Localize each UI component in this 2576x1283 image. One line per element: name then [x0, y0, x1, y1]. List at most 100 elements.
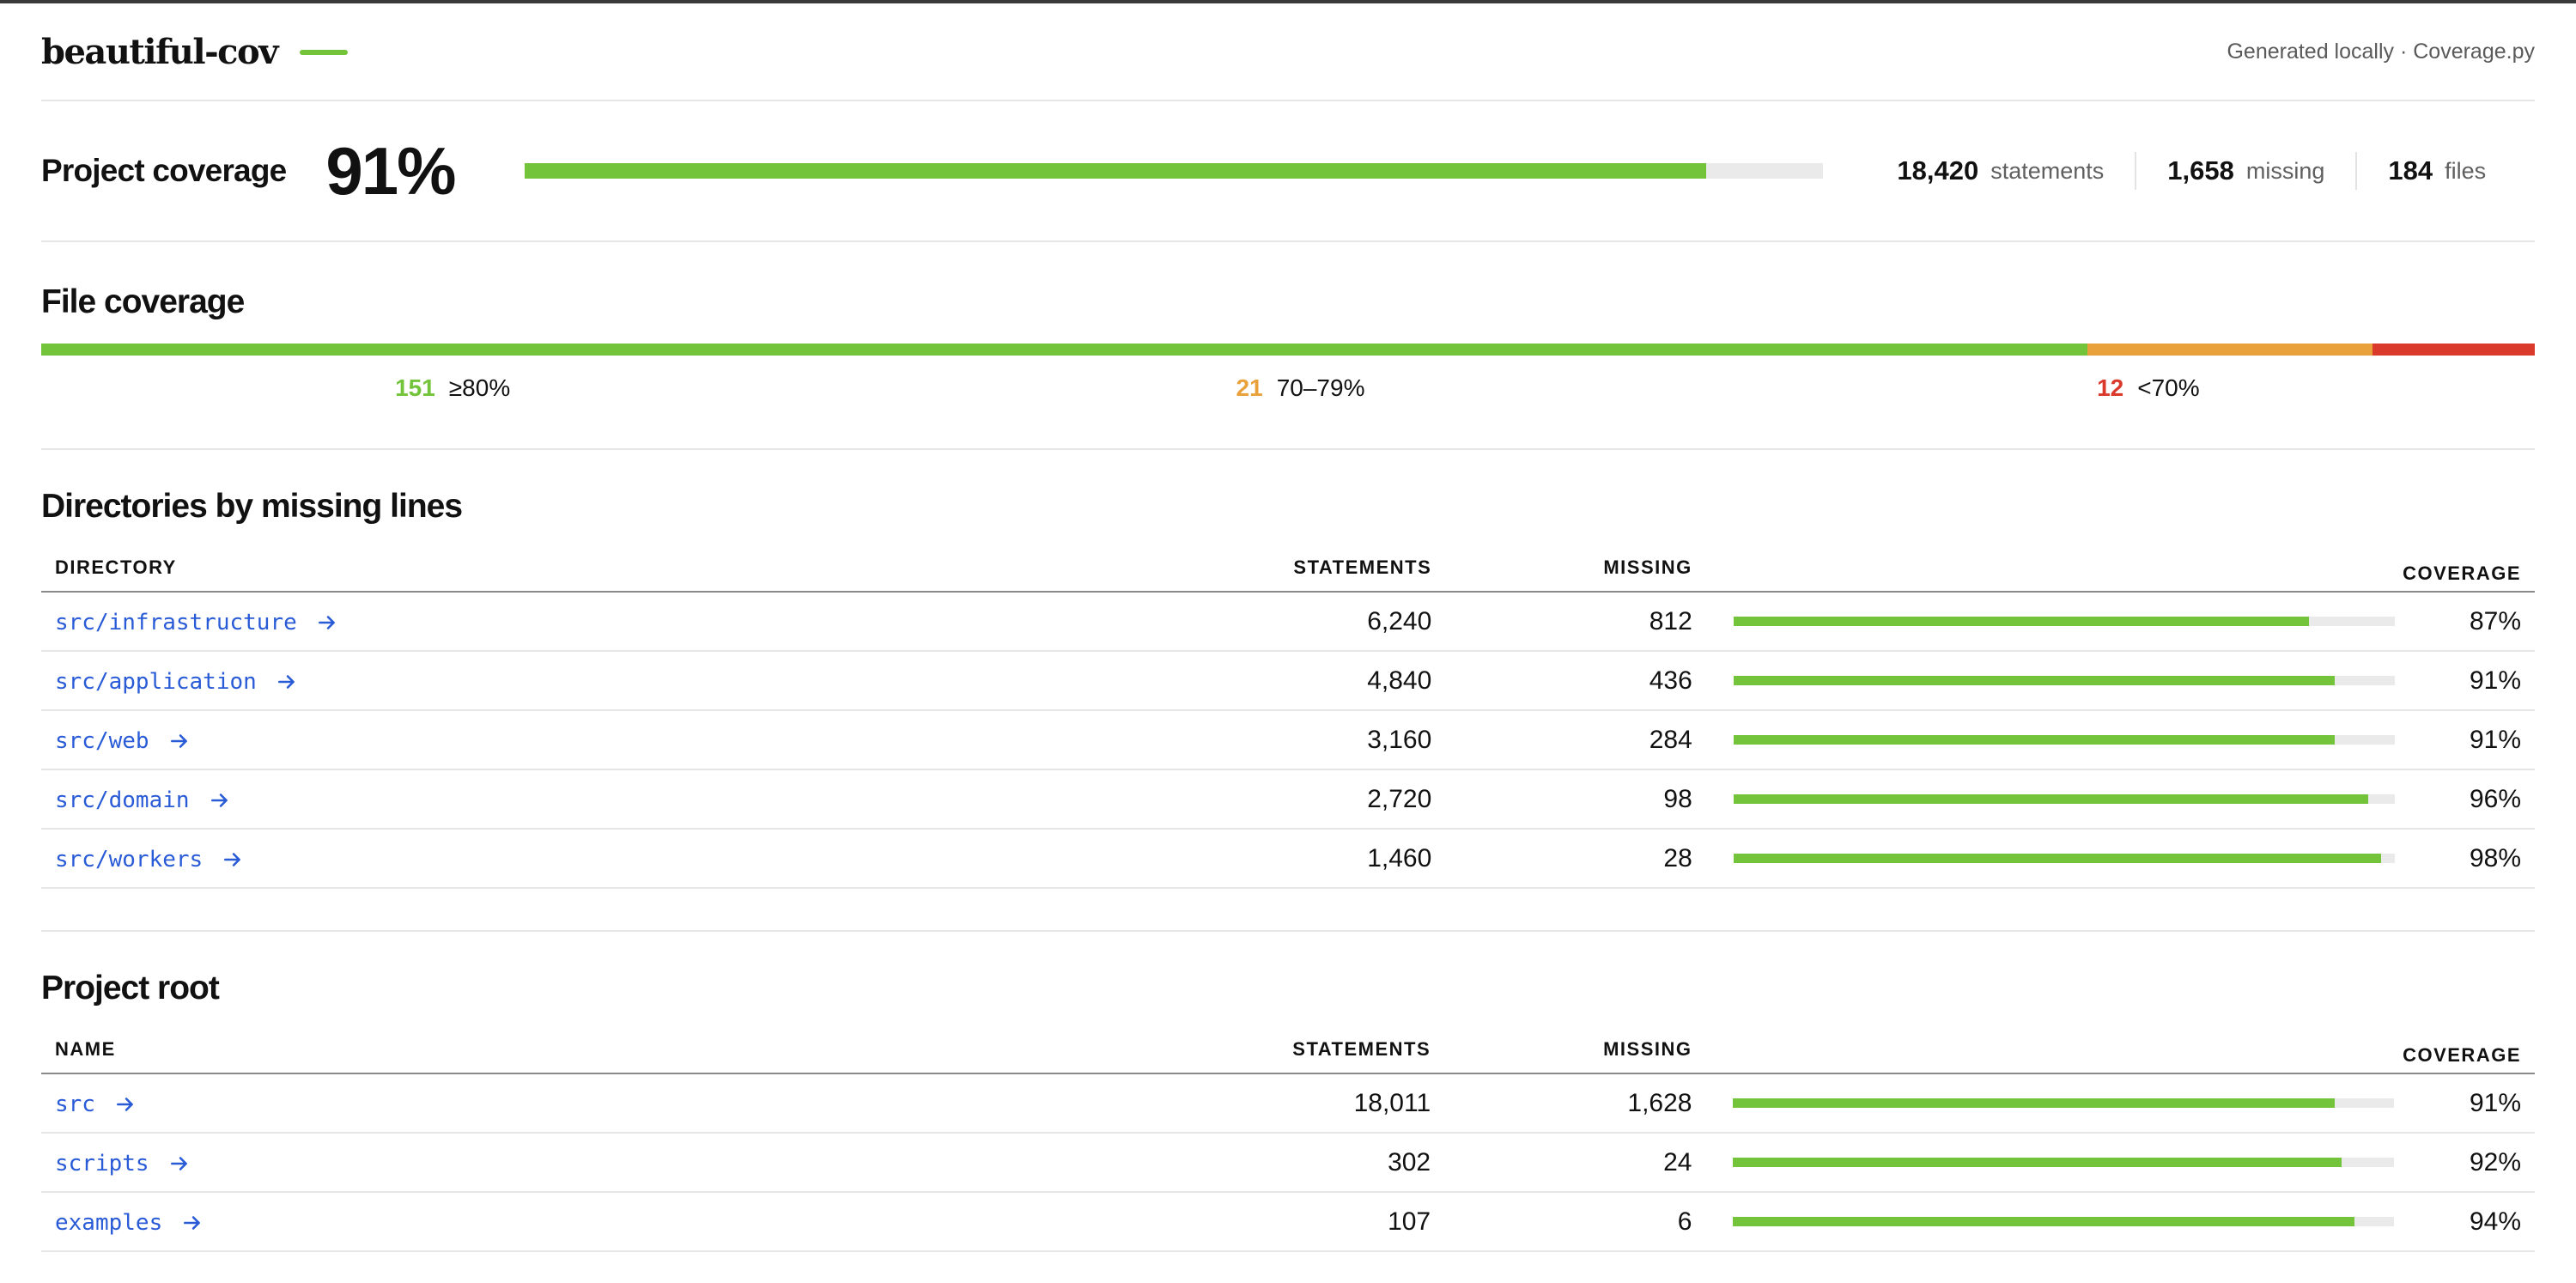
- segment-bar-part: [2087, 344, 2372, 356]
- missing-cell: 6: [1444, 1192, 1706, 1252]
- legend-item: 12 <70%: [2097, 374, 2200, 402]
- directory-link[interactable]: src/web: [55, 728, 191, 754]
- coverage-percent-cell: 98%: [2408, 829, 2535, 889]
- project-coverage-bar-fill: [525, 163, 1707, 179]
- summary-stats: 18,420 statements 1,658 missing 184 file…: [1897, 152, 2517, 190]
- stat-missing-label: missing: [2245, 157, 2325, 184]
- name-cell: src/infrastructure: [41, 592, 1184, 652]
- directory-link[interactable]: src: [55, 1091, 137, 1117]
- coverage-bar-fill: [1733, 854, 2382, 863]
- arrow-right-icon: [224, 852, 241, 866]
- name-cell: scripts: [41, 1133, 1183, 1193]
- coverage-percent-cell: 87%: [2408, 592, 2535, 652]
- directories-table-body: src/infrastructure 6,240 812 87% src/applica…: [41, 592, 2535, 889]
- directory-link[interactable]: examples: [55, 1210, 204, 1236]
- file-coverage-section: File coverage 151 ≥80% 21 70–79% 12 <70%: [41, 242, 2535, 450]
- stat-missing-value: 1,658: [2167, 155, 2234, 185]
- name-cell: examples: [41, 1192, 1183, 1252]
- coverage-percent-cell: 91%: [2408, 651, 2535, 711]
- coverage-bar: [1733, 794, 2395, 804]
- directory-link-label: src/application: [55, 668, 257, 695]
- statements-cell: 302: [1182, 1133, 1445, 1193]
- logo[interactable]: beautiful-cov: [41, 31, 278, 72]
- missing-cell: 98: [1445, 769, 1706, 830]
- column-header-statements[interactable]: STATEMENTS: [1183, 556, 1446, 593]
- missing-cell: 812: [1445, 592, 1706, 652]
- legend-label: ≥80%: [448, 374, 511, 401]
- stat-files-value: 184: [2388, 155, 2433, 185]
- statements-cell: 3,160: [1183, 710, 1446, 770]
- coverage-bar-cell: [1705, 1073, 2409, 1134]
- coverage-bar-cell: [1705, 1133, 2409, 1193]
- segment-bar-part: [2372, 344, 2535, 356]
- directories-title: Directories by missing lines: [41, 488, 463, 525]
- arrow-right-icon: [277, 674, 295, 689]
- legend-item: 151 ≥80%: [395, 374, 510, 402]
- directory-link-label: examples: [55, 1209, 163, 1236]
- directory-link[interactable]: scripts: [55, 1151, 191, 1177]
- legend-count: 21: [1236, 374, 1263, 401]
- coverage-bar: [1733, 1158, 2395, 1167]
- column-header-coverage[interactable]: COVERAGE: [1705, 1038, 2535, 1074]
- table-row[interactable]: src/workers 1,460 28 98%: [41, 829, 2535, 889]
- table-row[interactable]: src/application 4,840 436 91%: [41, 651, 2535, 711]
- top-header: beautiful-cov Generated locally · Covera…: [41, 3, 2535, 101]
- coverage-bar: [1733, 1217, 2395, 1226]
- table-row[interactable]: scripts 302 24 92%: [41, 1133, 2535, 1193]
- column-header-name[interactable]: NAME: [41, 1038, 1183, 1074]
- column-header-statements[interactable]: STATEMENTS: [1182, 1038, 1445, 1074]
- coverage-bar-fill: [1733, 617, 2309, 626]
- project-root-table: NAME STATEMENTS MISSING COVERAGE src 18,0…: [41, 1038, 2535, 1252]
- coverage-bar-fill: [1733, 794, 2368, 804]
- directories-table: DIRECTORY STATEMENTS MISSING COVERAGE sr…: [41, 556, 2535, 889]
- coverage-bar-fill: [1733, 1217, 2355, 1226]
- project-root-header-row: NAME STATEMENTS MISSING COVERAGE: [41, 1038, 2535, 1074]
- table-row[interactable]: src/web 3,160 284 91%: [41, 710, 2535, 770]
- name-cell: src: [41, 1073, 1183, 1134]
- column-header-directory[interactable]: DIRECTORY: [41, 556, 1184, 593]
- directory-link-label: src/infrastructure: [55, 609, 297, 635]
- coverage-percent-cell: 92%: [2408, 1133, 2535, 1193]
- table-row[interactable]: src 18,011 1,628 91%: [41, 1073, 2535, 1134]
- arrow-right-icon: [318, 615, 335, 629]
- name-cell: src/application: [41, 651, 1184, 711]
- directory-link-label: src: [55, 1091, 95, 1117]
- coverage-percent-cell: 96%: [2408, 769, 2535, 830]
- directory-link[interactable]: src/domain: [55, 787, 231, 813]
- coverage-percent-cell: 91%: [2408, 1073, 2535, 1134]
- coverage-percent-cell: 94%: [2408, 1192, 2535, 1252]
- legend-count: 12: [2097, 374, 2124, 401]
- arrow-right-icon: [210, 793, 228, 807]
- missing-cell: 24: [1444, 1133, 1706, 1193]
- project-coverage-percent: 91%: [325, 132, 456, 209]
- coverage-report-page: beautiful-cov Generated locally · Covera…: [0, 3, 2576, 1283]
- coverage-bar: [1733, 735, 2395, 745]
- logo-accent-dash: [299, 50, 348, 55]
- coverage-bar-fill: [1733, 735, 2336, 745]
- stat-files: 184 files: [2355, 152, 2517, 190]
- table-row[interactable]: examples 107 6 94%: [41, 1192, 2535, 1252]
- directory-link[interactable]: src/workers: [55, 847, 244, 873]
- section-divider: [41, 930, 2535, 932]
- directory-link[interactable]: src/application: [55, 669, 298, 695]
- name-cell: src/domain: [41, 769, 1184, 830]
- name-cell: src/workers: [41, 829, 1184, 889]
- directory-link[interactable]: src/infrastructure: [55, 610, 338, 635]
- table-row[interactable]: src/domain 2,720 98 96%: [41, 769, 2535, 830]
- project-root-table-body: src 18,011 1,628 91% scripts 302 24 92% examples…: [41, 1073, 2535, 1252]
- column-header-missing[interactable]: MISSING: [1445, 556, 1706, 593]
- stat-missing: 1,658 missing: [2135, 152, 2355, 190]
- column-header-missing[interactable]: MISSING: [1444, 1038, 1706, 1074]
- stat-statements-label: statements: [1990, 157, 2105, 184]
- coverage-bar-cell: [1705, 710, 2409, 770]
- table-row[interactable]: src/infrastructure 6,240 812 87%: [41, 592, 2535, 652]
- directories-header-row: DIRECTORY STATEMENTS MISSING COVERAGE: [41, 556, 2535, 593]
- coverage-bar-cell: [1705, 1192, 2409, 1252]
- directories-section: Directories by missing lines DIRECTORY S…: [41, 450, 2535, 932]
- coverage-bar-cell: [1705, 592, 2409, 652]
- file-coverage-title: File coverage: [41, 283, 245, 320]
- coverage-bar-cell: [1705, 651, 2409, 711]
- column-header-coverage[interactable]: COVERAGE: [1705, 556, 2535, 593]
- coverage-bar: [1733, 676, 2395, 685]
- arrow-right-icon: [170, 733, 187, 748]
